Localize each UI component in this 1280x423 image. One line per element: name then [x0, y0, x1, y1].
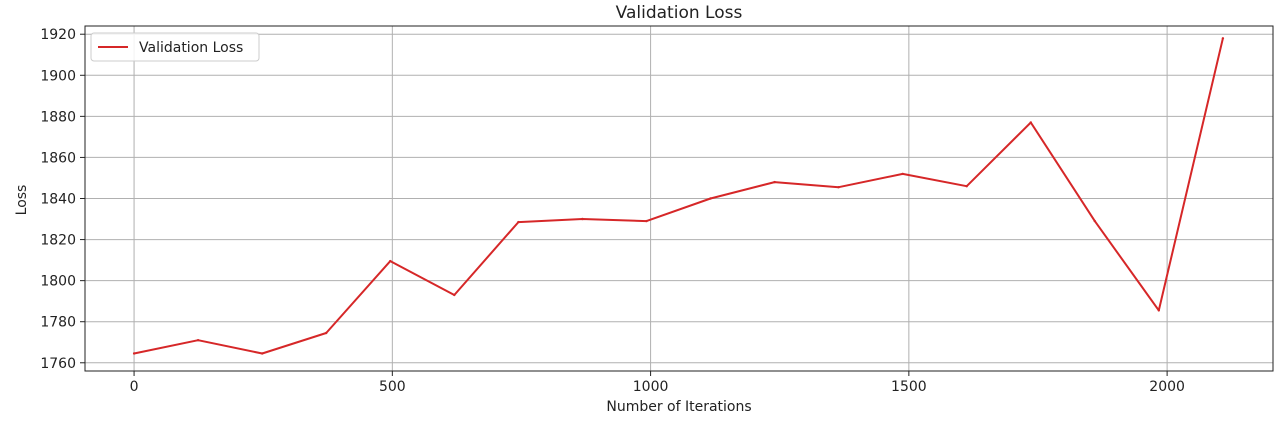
data-point — [1093, 219, 1097, 223]
data-point — [645, 219, 648, 223]
x-tick-label: 0 — [130, 379, 139, 395]
data-point — [517, 220, 520, 224]
data-point — [1221, 37, 1225, 40]
data-point — [261, 352, 264, 355]
x-tick-label: 1000 — [633, 379, 669, 395]
y-tick-label: 1880 — [40, 109, 76, 125]
data-point — [709, 197, 712, 200]
x-axis-label: Number of Iterations — [606, 399, 751, 415]
grid-lines — [85, 26, 1273, 371]
y-tick-label: 1840 — [40, 192, 76, 208]
data-point — [1157, 309, 1161, 312]
data-point — [1029, 121, 1033, 124]
y-tick-label: 1900 — [40, 68, 76, 84]
data-point — [773, 180, 776, 184]
data-point — [965, 185, 968, 188]
series-line — [133, 38, 1224, 355]
x-tick-label: 1500 — [891, 379, 927, 395]
data-point — [453, 293, 456, 297]
legend-box — [90, 32, 260, 62]
data-point — [901, 172, 904, 176]
x-tick-label: 2000 — [1149, 379, 1185, 395]
y-tick-label: 1860 — [40, 150, 76, 166]
axis-ticks: 0 500 1000 1500 2000 1760 1780 1800 1820 1840 1860… — [40, 27, 1185, 395]
legend: Validation Loss — [90, 32, 260, 62]
data-point — [837, 186, 840, 189]
data-point — [389, 259, 392, 263]
chart-title: Validation Loss — [616, 3, 743, 23]
y-tick-label: 1760 — [40, 356, 76, 372]
y-tick-label: 1800 — [40, 274, 76, 290]
y-tick-label: 1820 — [40, 233, 76, 249]
y-tick-label: 1920 — [40, 27, 76, 43]
data-point — [196, 339, 200, 342]
data-point — [325, 331, 328, 335]
x-tick-label: 500 — [379, 379, 406, 395]
data-point — [581, 217, 584, 221]
series-layer — [132, 37, 1225, 355]
y-axis-label: Loss — [14, 185, 30, 216]
legend-label: Validation Loss — [139, 40, 243, 56]
y-tick-label: 1780 — [40, 315, 76, 331]
data-point — [132, 352, 136, 355]
